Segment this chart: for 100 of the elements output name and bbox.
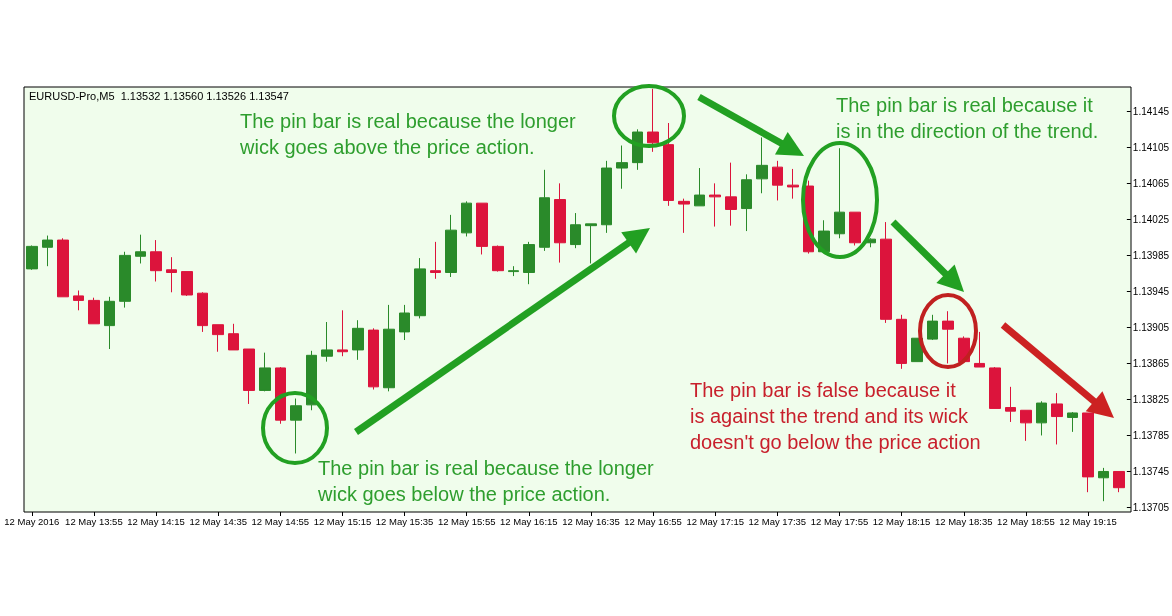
candlestick bbox=[181, 271, 193, 297]
candlestick bbox=[306, 350, 317, 411]
y-tick-label: 1.14105 bbox=[1132, 141, 1170, 153]
candlestick bbox=[1082, 412, 1094, 493]
candlestick bbox=[104, 296, 115, 350]
candlestick bbox=[927, 314, 938, 341]
x-tick-label: 12 May 16:55 bbox=[624, 515, 682, 527]
candlestick bbox=[275, 366, 286, 425]
candlestick bbox=[834, 147, 845, 239]
y-tick-label: 1.14145 bbox=[1132, 105, 1170, 117]
candlestick bbox=[73, 290, 84, 311]
candlestick bbox=[1020, 409, 1032, 442]
y-tick-label: 1.13945 bbox=[1132, 285, 1170, 297]
candlestick bbox=[709, 182, 721, 228]
x-tick-label: 12 May 17:55 bbox=[810, 515, 869, 527]
candlestick bbox=[1005, 386, 1016, 423]
candlestick bbox=[989, 366, 1001, 409]
candlestick bbox=[212, 324, 224, 353]
candlestick bbox=[135, 234, 146, 264]
candlestick bbox=[601, 160, 612, 234]
x-tick-label: 12 May 15:15 bbox=[313, 515, 372, 527]
candlestick bbox=[150, 239, 162, 282]
candlestick bbox=[259, 352, 271, 392]
x-tick-label: 12 May 14:55 bbox=[251, 515, 310, 527]
candlestick bbox=[523, 241, 535, 285]
candlestick bbox=[1113, 470, 1125, 493]
candlestick bbox=[243, 348, 255, 405]
candlestick bbox=[772, 160, 783, 201]
candlestick bbox=[678, 198, 690, 234]
candlestick bbox=[694, 167, 705, 207]
candlestick bbox=[570, 212, 581, 249]
candlestick bbox=[508, 265, 519, 277]
candlestick bbox=[352, 319, 364, 361]
candlestick bbox=[554, 182, 566, 264]
annotation: EURUSD-Pro,M5 1.13532 1.13560 1.13526 1.13547 bbox=[29, 90, 289, 102]
candlestick bbox=[461, 200, 472, 237]
y-tick-label: 1.14065 bbox=[1132, 177, 1170, 189]
candlestick bbox=[616, 145, 628, 190]
candlestick bbox=[849, 211, 861, 246]
candlestick bbox=[430, 241, 441, 280]
candlestick bbox=[197, 291, 208, 333]
y-tick-label: 1.13905 bbox=[1132, 321, 1170, 333]
candlestick bbox=[1067, 411, 1078, 433]
candlestick bbox=[88, 297, 100, 325]
candlestick bbox=[756, 136, 768, 194]
x-tick-label: 12 May 18:15 bbox=[872, 515, 931, 527]
x-tick-label: 12 May 14:35 bbox=[189, 515, 247, 527]
annotation: The pin bar is real because it is in the direction of the trend. bbox=[836, 94, 1099, 142]
candlestick bbox=[585, 223, 597, 264]
x-tick-label: 12 May 18:35 bbox=[934, 515, 993, 527]
y-tick-label: 1.13785 bbox=[1132, 429, 1170, 441]
x-tick-label: 12 May 15:35 bbox=[375, 515, 434, 527]
candlestick bbox=[383, 304, 395, 392]
y-tick-label: 1.13825 bbox=[1132, 393, 1170, 405]
candlestick bbox=[414, 257, 426, 319]
x-tick-label: 12 May 13:55 bbox=[65, 515, 123, 527]
candlestick bbox=[663, 122, 674, 207]
candlestick bbox=[942, 310, 954, 364]
candlestick bbox=[492, 244, 504, 273]
x-tick-label: 12 May 15:55 bbox=[437, 515, 496, 527]
x-tick-label: 12 May 2016 bbox=[4, 515, 60, 527]
candlestick bbox=[974, 331, 985, 368]
candlestick bbox=[290, 398, 302, 454]
candlestick bbox=[119, 251, 131, 309]
annotation: The pin bar is real because the longer wick goes below the price action. bbox=[317, 457, 655, 505]
candlestick bbox=[741, 173, 752, 232]
y-tick-label: 1.13745 bbox=[1132, 465, 1170, 477]
annotation: The pin bar is false because it is against the trend and its wick doesn't go below the price action bbox=[690, 379, 981, 453]
candlestick bbox=[166, 256, 177, 293]
candlestick bbox=[787, 168, 799, 200]
y-tick-label: 1.13705 bbox=[1132, 502, 1170, 513]
x-tick-label: 12 May 19:15 bbox=[1059, 515, 1117, 527]
candlestick bbox=[368, 327, 379, 391]
candlestick bbox=[1098, 467, 1109, 502]
y-tick-label: 1.13865 bbox=[1132, 357, 1170, 369]
candlestick bbox=[26, 244, 38, 271]
candlestick bbox=[1036, 400, 1047, 436]
x-tick-label: 12 May 18:55 bbox=[997, 515, 1055, 527]
candlestick bbox=[539, 169, 550, 252]
candlestick bbox=[337, 309, 348, 357]
candlestick bbox=[725, 162, 737, 227]
candlestick bbox=[399, 304, 410, 341]
x-tick-label: 12 May 16:15 bbox=[500, 515, 558, 527]
candlestick bbox=[42, 235, 53, 267]
x-tick-label: 12 May 16:35 bbox=[562, 515, 620, 527]
candlestick bbox=[57, 237, 69, 298]
candlestick bbox=[896, 314, 907, 370]
candlestick bbox=[228, 323, 239, 351]
candlestick bbox=[1051, 392, 1063, 445]
y-tick-label: 1.14025 bbox=[1132, 213, 1170, 225]
y-tick-label: 1.13985 bbox=[1132, 249, 1170, 261]
x-tick-label: 12 May 17:35 bbox=[748, 515, 807, 527]
candlestick bbox=[476, 202, 488, 255]
candlestick bbox=[647, 88, 659, 153]
x-tick-label: 12 May 14:15 bbox=[127, 515, 185, 527]
candlestick bbox=[321, 321, 333, 363]
candlestick bbox=[445, 214, 457, 278]
annotation: The pin bar is real because the longer wick goes above the price action. bbox=[239, 110, 577, 158]
x-tick-label: 12 May 17:15 bbox=[686, 515, 745, 527]
candlestick bbox=[880, 221, 892, 324]
